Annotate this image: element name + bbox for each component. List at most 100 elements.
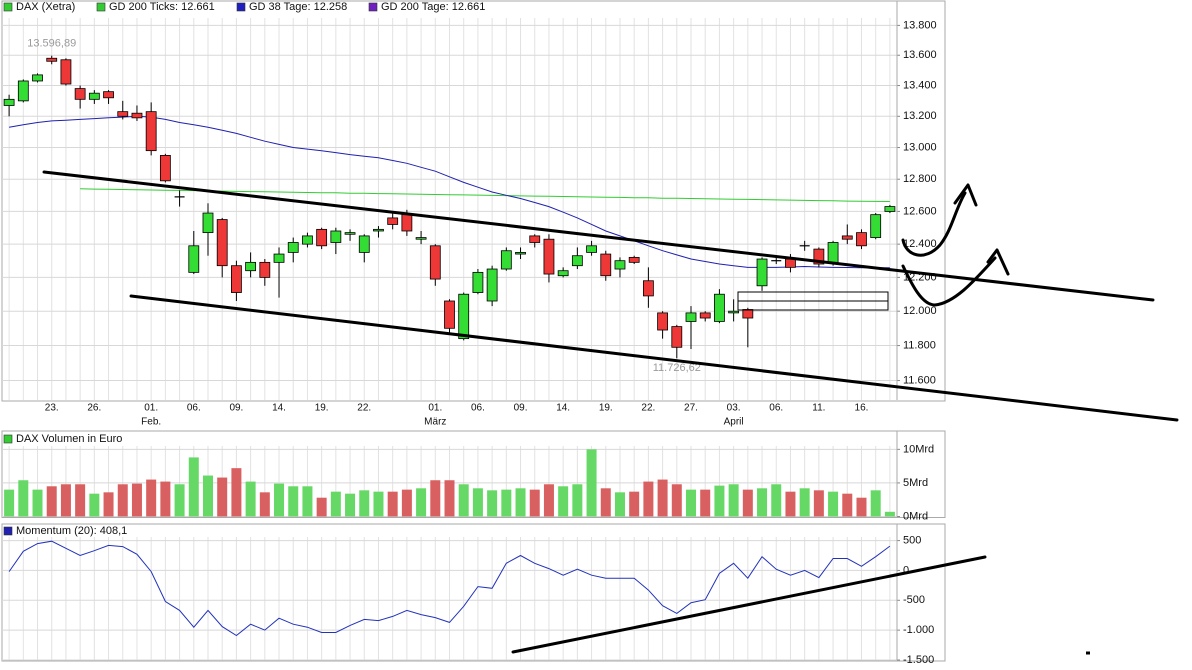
candle-body [287, 242, 299, 253]
x-tick-label: 09. [514, 403, 528, 414]
volume-bar [757, 488, 768, 517]
volume-bar [103, 492, 114, 517]
candle-body [642, 280, 654, 297]
candle-body [742, 309, 754, 319]
y-tick-label: 12.000 [903, 305, 937, 317]
legend-swatch [236, 2, 246, 12]
y-tick-label: 13.200 [903, 110, 937, 122]
candle-body [344, 232, 356, 235]
volume-bar [586, 449, 597, 517]
candle-body [614, 260, 626, 270]
y-tick-label: -1.500 [903, 654, 934, 666]
x-tick-label: 01. [428, 403, 442, 414]
price-annotation: 13.596,89 [27, 38, 76, 50]
volume-bar [856, 497, 867, 517]
lower-trendline [129, 294, 1179, 422]
volume-bar [231, 468, 242, 517]
arrow-head [953, 183, 978, 207]
legend-label: GD 200 Tage: 12.661 [381, 1, 485, 13]
volume-bar [288, 486, 299, 517]
volume-bar [18, 480, 29, 517]
candle-body [316, 228, 328, 247]
x-tick-label: 01. [144, 403, 158, 414]
volume-bar [4, 489, 15, 517]
volume-bar [884, 511, 895, 517]
y-tick-label: 11.800 [903, 339, 936, 351]
y-tick-label: 13.400 [903, 79, 937, 91]
volume-bar [46, 486, 57, 517]
volume-bar [245, 481, 256, 517]
candle-body [88, 92, 100, 100]
legend-swatch [368, 2, 378, 12]
volume-bar [686, 489, 697, 517]
volume-bar [842, 493, 853, 517]
candle-body [557, 270, 569, 277]
volume-bar [202, 475, 213, 517]
candle-body [358, 235, 370, 253]
candle-body [74, 88, 86, 100]
y-tick-label: 12.600 [903, 205, 937, 217]
volume-bar [714, 485, 725, 517]
volume-bar [813, 490, 824, 517]
arrow-head [986, 248, 1010, 276]
candle-body [657, 312, 668, 331]
candle-body [245, 261, 257, 272]
volume-bar [771, 484, 782, 517]
candle-body [785, 258, 796, 268]
candle-body [330, 230, 342, 243]
y-tick-label: 12.800 [903, 173, 937, 185]
x-tick-label: 19. [599, 403, 613, 414]
price-annotation: 11.726,62 [653, 362, 701, 374]
volume-bar [657, 479, 668, 517]
candle-body [373, 228, 384, 232]
candle-body [571, 255, 583, 267]
volume-bar [558, 486, 569, 517]
volume-bar [401, 489, 412, 517]
candle-body [841, 235, 853, 240]
candle-body [202, 212, 214, 234]
candle-body [117, 111, 129, 117]
y-tick-label: 13.800 [903, 19, 937, 31]
month-label: Feb. [141, 417, 161, 428]
candle-body [273, 253, 285, 263]
volume-bar [799, 488, 810, 517]
volume-bar [174, 484, 185, 517]
volume-bar [259, 492, 270, 517]
x-tick-label: 06. [769, 403, 783, 414]
candle-body [387, 217, 399, 225]
candle-body [17, 80, 29, 102]
volume-bar [89, 493, 100, 517]
volume-bar [458, 484, 469, 517]
candle-body [444, 300, 455, 329]
volume-bar [32, 489, 43, 517]
x-tick-label: 11. [812, 403, 825, 414]
momentum-trendline [511, 555, 987, 654]
legend-label: GD 38 Tage: 12.258 [249, 1, 347, 13]
candle-body [699, 312, 711, 319]
candle-body [671, 326, 683, 348]
candle-body [884, 206, 896, 212]
x-tick-label: 22. [641, 403, 655, 414]
candle-body [870, 214, 882, 238]
volume-bar [543, 484, 554, 517]
momentum-line [8, 540, 891, 637]
candle-body [515, 252, 526, 255]
candle-body [145, 111, 157, 152]
candle-body [401, 214, 413, 232]
hand-drawn-annotations [42, 170, 1179, 655]
volume-bar [643, 481, 654, 517]
x-tick-label: 14. [556, 403, 570, 414]
candle-body [302, 235, 313, 245]
x-tick-label: 06. [187, 403, 201, 414]
y-tick-label: 10Mrd [903, 443, 934, 455]
month-label: April [724, 417, 744, 428]
volume-bar [302, 486, 313, 517]
x-tick-label: 16. [855, 403, 869, 414]
y-tick-label: -1.000 [903, 624, 934, 636]
x-tick-label: 09. [229, 403, 243, 414]
volume-bar [785, 491, 796, 517]
volume-bar [600, 488, 611, 517]
volume-bar [188, 457, 199, 517]
candle-body [472, 271, 484, 293]
